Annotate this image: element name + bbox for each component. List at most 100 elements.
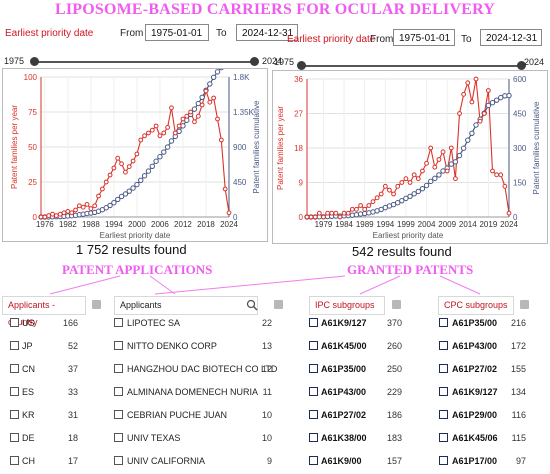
annual-point[interactable] — [498, 172, 504, 178]
cpc-row-checkbox[interactable] — [439, 364, 448, 373]
applicants-table-row[interactable]: UNIV TEXAS 10 — [0, 431, 550, 445]
cumulative-point[interactable] — [419, 186, 426, 192]
ipc-table-row[interactable]: A61P43/00 229 — [0, 385, 550, 399]
annual-point[interactable] — [481, 111, 487, 116]
annual-point[interactable] — [354, 206, 359, 212]
annual-point[interactable] — [312, 214, 318, 220]
annual-point[interactable] — [215, 116, 220, 122]
annual-point[interactable] — [477, 118, 483, 124]
chart-toggle-icon[interactable] — [392, 300, 401, 309]
annual-point[interactable] — [172, 130, 178, 136]
annual-point[interactable] — [453, 176, 458, 182]
ipc-table-row[interactable]: A61K38/00 183 — [0, 431, 550, 445]
annual-point[interactable] — [391, 191, 396, 197]
annual-point[interactable] — [490, 168, 495, 174]
annual-point[interactable] — [378, 191, 384, 197]
cumulative-point[interactable] — [191, 106, 198, 112]
annual-point[interactable] — [88, 206, 94, 212]
applicants-table-row[interactable]: HANGZHOU DAC BIOTECH CO LTD 12 — [0, 362, 550, 376]
annual-point[interactable] — [440, 149, 446, 155]
annual-point[interactable] — [84, 202, 90, 207]
cpc-row-checkbox[interactable] — [439, 341, 448, 350]
annual-point[interactable] — [123, 169, 128, 175]
applicants-row-checkbox[interactable] — [114, 387, 123, 396]
cumulative-point[interactable] — [399, 197, 405, 204]
right-slider-handle-end[interactable] — [517, 61, 526, 70]
annual-point[interactable] — [192, 119, 197, 125]
ipc-row-checkbox[interactable] — [309, 318, 318, 327]
applicants-row-checkbox[interactable] — [114, 410, 123, 419]
annual-point[interactable] — [199, 102, 205, 108]
country-row-checkbox[interactable] — [10, 364, 19, 373]
annual-point[interactable] — [407, 180, 413, 185]
cpc-table-row[interactable]: A61P27/02 155 — [0, 362, 550, 376]
annual-point[interactable] — [142, 133, 147, 139]
cumulative-point[interactable] — [134, 181, 140, 188]
left-from-date-input[interactable]: 1975-01-01 — [145, 24, 209, 41]
ipc-table-row[interactable]: A61P35/00 250 — [0, 362, 550, 376]
country-table-row[interactable]: DE 18 — [0, 431, 550, 445]
ipc-table-header[interactable]: IPC subgroups — [309, 296, 385, 315]
ipc-table-row[interactable]: A61K9/00 157 — [0, 454, 550, 468]
annual-point[interactable] — [321, 214, 326, 220]
annual-point[interactable] — [103, 179, 109, 185]
annual-point[interactable] — [387, 187, 392, 193]
cumulative-point[interactable] — [423, 182, 430, 189]
cpc-table-row[interactable]: A61K45/06 115 — [0, 431, 550, 445]
country-row-checkbox[interactable] — [10, 318, 19, 327]
cpc-row-checkbox[interactable] — [439, 433, 448, 442]
cumulative-point[interactable] — [460, 145, 467, 151]
cumulative-point[interactable] — [149, 163, 155, 169]
left-to-date-input[interactable]: 2024-12-31 — [236, 24, 298, 41]
ipc-row-checkbox[interactable] — [309, 433, 318, 442]
chart-toggle-icon[interactable] — [92, 300, 101, 309]
cumulative-point[interactable] — [118, 193, 125, 200]
applicants-row-checkbox[interactable] — [114, 318, 123, 327]
cumulative-point[interactable] — [403, 195, 409, 202]
cumulative-point[interactable] — [168, 138, 175, 144]
annual-point[interactable] — [73, 207, 78, 213]
annual-point[interactable] — [149, 127, 155, 133]
annual-point[interactable] — [411, 172, 417, 178]
cumulative-point[interactable] — [107, 202, 113, 209]
cumulative-point[interactable] — [415, 188, 422, 195]
left-slider-handle-end[interactable] — [250, 57, 259, 66]
cumulative-point[interactable] — [448, 161, 454, 167]
cumulative-point[interactable] — [394, 200, 401, 206]
ipc-row-checkbox[interactable] — [309, 364, 318, 373]
annual-point[interactable] — [382, 183, 388, 189]
cumulative-point[interactable] — [161, 149, 167, 155]
country-table-row[interactable]: CH 17 — [0, 454, 550, 468]
annual-point[interactable] — [461, 91, 467, 97]
cumulative-point[interactable] — [111, 199, 117, 206]
country-table-header[interactable]: Applicants - country — [2, 296, 86, 327]
annual-point[interactable] — [424, 160, 429, 166]
cpc-row-checkbox[interactable] — [439, 456, 448, 465]
cumulative-point[interactable] — [465, 137, 471, 143]
annual-point[interactable] — [432, 164, 438, 170]
cumulative-point[interactable] — [207, 81, 213, 87]
cumulative-point[interactable] — [469, 130, 475, 136]
applicants-table-row[interactable]: NITTO DENKO CORP 13 — [0, 339, 550, 353]
annual-point[interactable] — [99, 186, 105, 192]
cumulative-point[interactable] — [157, 154, 163, 160]
annual-point[interactable] — [203, 88, 209, 94]
ipc-table-row[interactable]: A61K9/127 370 — [0, 316, 550, 330]
right-to-date-input[interactable]: 2024-12-31 — [480, 29, 542, 46]
chart-toggle-icon[interactable] — [274, 300, 283, 309]
cumulative-point[interactable] — [130, 185, 136, 191]
chart-toggle-icon[interactable] — [520, 300, 529, 309]
applicants-table-header[interactable]: Applicants — [114, 296, 258, 315]
country-row-checkbox[interactable] — [10, 410, 19, 419]
cumulative-point[interactable] — [141, 173, 148, 179]
annual-point[interactable] — [165, 125, 171, 130]
annual-point[interactable] — [415, 176, 421, 182]
country-table-row[interactable]: KR 31 — [0, 408, 550, 422]
annual-point[interactable] — [403, 176, 409, 182]
applicants-row-checkbox[interactable] — [114, 456, 123, 465]
annual-point[interactable] — [92, 203, 98, 209]
annual-point[interactable] — [436, 157, 442, 162]
left-slider-handle-start[interactable] — [30, 57, 39, 66]
cpc-row-checkbox[interactable] — [439, 387, 448, 396]
cpc-table-row[interactable]: A61P43/00 172 — [0, 339, 550, 353]
